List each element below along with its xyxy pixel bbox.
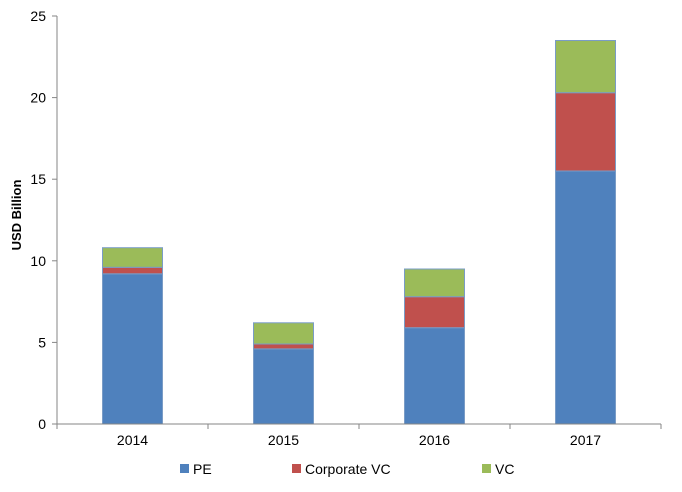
bars-group [102, 40, 616, 425]
y-tick-label: 20 [30, 90, 46, 106]
bar-segment-vc-2015 [253, 322, 314, 345]
bar-segment-corporate-vc-2017 [555, 92, 616, 172]
y-tick-label: 15 [30, 171, 46, 187]
bar-segment-corporate-vc-2015 [253, 343, 314, 350]
bar-segment-corporate-vc-2014 [102, 266, 163, 275]
bar-segment-vc-2014 [102, 247, 163, 268]
y-tick-label: 5 [38, 334, 46, 350]
x-tick-label-2014: 2014 [117, 432, 148, 448]
legend-label-pe: PE [193, 461, 212, 477]
legend-swatch-corporate-vc [292, 464, 301, 473]
x-tick-label-2015: 2015 [268, 432, 299, 448]
legend-swatch-pe [180, 464, 189, 473]
y-axis-label: USD Billion [9, 180, 24, 251]
legend-swatch-vc [482, 464, 491, 473]
legend: PE Corporate VC VC [180, 461, 514, 477]
bar-segment-pe-2014 [102, 273, 163, 425]
y-tick-label: 0 [38, 416, 46, 432]
bar-segment-pe-2016 [404, 327, 465, 425]
bar-segment-corporate-vc-2016 [404, 296, 465, 329]
legend-label-corporate-vc: Corporate VC [305, 461, 391, 477]
bar-segment-vc-2016 [404, 268, 465, 298]
x-tick-label-2016: 2016 [419, 432, 450, 448]
bar-segment-pe-2017 [555, 170, 616, 425]
bar-segment-vc-2017 [555, 40, 616, 94]
x-tick-label-2017: 2017 [570, 432, 601, 448]
y-axis-label-group: USD Billion [9, 180, 24, 251]
axes-group: 0 5 10 15 20 25 2014 2015 2016 2017 [30, 8, 662, 448]
y-tick-label: 25 [30, 8, 46, 24]
y-tick-label: 10 [30, 253, 46, 269]
bar-segment-pe-2015 [253, 348, 314, 425]
legend-label-vc: VC [495, 461, 514, 477]
